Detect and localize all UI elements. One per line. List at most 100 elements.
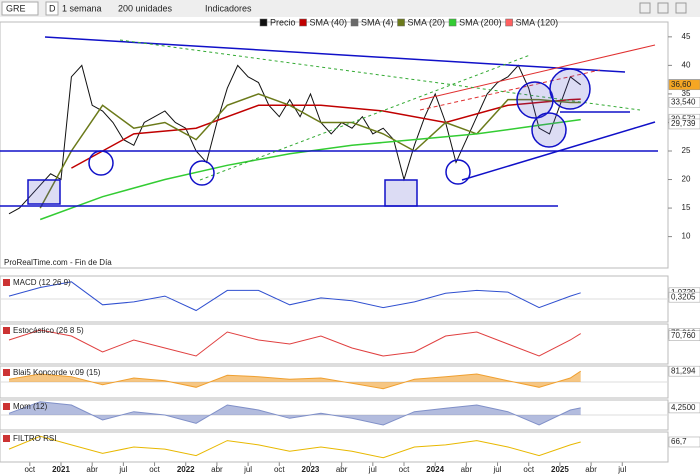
legend-swatch — [448, 18, 457, 27]
price-label-box — [668, 330, 700, 341]
ticker[interactable]: GRE — [6, 3, 26, 13]
panel-title: FILTRO RSI — [13, 434, 56, 443]
panel-title: MACD (12 26 9) — [13, 278, 71, 287]
x-tick-label: oct — [149, 465, 160, 474]
legend-label: SMA (200) — [459, 17, 502, 27]
period[interactable]: 1 semana — [62, 3, 102, 13]
circle-marker — [88, 150, 114, 176]
trendline — [419, 44, 656, 101]
price-label: 33,540 — [671, 97, 696, 106]
trendline — [199, 54, 531, 181]
price-label: 0,3205 — [671, 292, 696, 301]
trendline — [419, 69, 601, 111]
circle-marker — [445, 159, 471, 185]
price-label: 81,294 — [671, 366, 696, 375]
legend-swatch — [505, 18, 513, 27]
tool-icon[interactable] — [639, 2, 651, 14]
panel-title: Blai5 Koncorde v.09 (15) — [13, 368, 101, 377]
tool-icon[interactable] — [657, 2, 669, 14]
ticker-box[interactable] — [1, 1, 39, 16]
panel-title: Mom (12) — [13, 402, 48, 411]
annotations — [0, 36, 658, 207]
area — [9, 401, 581, 425]
series-line — [8, 401, 581, 426]
price-label-box — [668, 291, 700, 303]
circle-marker — [189, 160, 215, 186]
series-line — [8, 329, 581, 357]
x-tick-label: abr — [461, 465, 473, 474]
series-line — [39, 118, 581, 221]
y-tick-label: 15 — [682, 203, 691, 212]
panel-frame — [0, 323, 669, 365]
y-tick-label: 10 — [682, 232, 691, 241]
price-label: 29,739 — [671, 119, 696, 128]
price-label-box — [668, 402, 700, 414]
panel-icon — [3, 369, 10, 376]
x-tick-label: 2023 — [302, 465, 320, 474]
legend-swatch — [259, 18, 268, 27]
trendline — [44, 36, 626, 73]
price-label-box — [668, 365, 700, 377]
panel-icon — [3, 327, 10, 334]
source-label: ProRealTime.com - Fin de Día — [4, 258, 112, 267]
panel-icon — [3, 435, 10, 442]
x-tick-label: jul — [368, 465, 377, 474]
y-tick-label: 45 — [682, 32, 691, 41]
price-label-box — [668, 436, 700, 448]
legend-label: SMA (120) — [516, 17, 559, 27]
legend-swatch — [299, 18, 307, 27]
y-tick-label: 25 — [682, 146, 691, 155]
series-line — [8, 370, 581, 390]
y-tick-label: 20 — [682, 175, 691, 184]
circle-marker — [549, 68, 591, 110]
price-label: 36,60 — [671, 80, 692, 89]
x-tick-label: 2022 — [177, 465, 195, 474]
x-tick-label: 2021 — [52, 465, 70, 474]
indicators[interactable]: Indicadores — [205, 3, 252, 13]
circle-marker — [531, 112, 567, 148]
x-tick-label: oct — [24, 465, 35, 474]
x-tick-label: abr — [86, 465, 98, 474]
legend-label: SMA (20) — [408, 17, 446, 27]
legend-label: SMA (40) — [310, 17, 348, 27]
panel-frame — [0, 431, 669, 463]
trendline — [461, 121, 656, 181]
price-label: 70,760 — [671, 331, 696, 340]
price-label: 66,7 — [671, 437, 687, 446]
box-marker — [27, 179, 61, 205]
panel-icon — [3, 403, 10, 410]
area — [9, 371, 581, 389]
x-tick-label: oct — [399, 465, 410, 474]
toolbar — [0, 0, 700, 17]
legend-swatch — [350, 18, 359, 27]
tool-icon[interactable] — [675, 2, 687, 14]
x-tick-label: oct — [523, 465, 534, 474]
series-line — [8, 281, 581, 312]
x-tick-label: abr — [211, 465, 223, 474]
series-line — [71, 98, 581, 169]
mode-box[interactable] — [45, 1, 59, 16]
price-label-box — [668, 96, 700, 108]
x-tick-label: abr — [585, 465, 597, 474]
panel-frame — [0, 21, 669, 269]
x-tick-label: 2024 — [426, 465, 444, 474]
series-line — [39, 93, 581, 209]
panel-icon — [3, 279, 10, 286]
y-tick-label: 40 — [682, 60, 691, 69]
x-tick-label: jul — [493, 465, 502, 474]
x-tick-label: jul — [243, 465, 252, 474]
legend-label: SMA (4) — [361, 17, 394, 27]
units[interactable]: 200 unidades — [118, 3, 173, 13]
series-line — [8, 435, 581, 459]
box-marker — [384, 179, 418, 207]
y-tick-label: 35 — [682, 89, 691, 98]
x-tick-label: jul — [617, 465, 626, 474]
price-label: 4,2500 — [671, 403, 696, 412]
mode[interactable]: D — [49, 3, 56, 13]
x-tick-label: abr — [336, 465, 348, 474]
price-label-box — [668, 118, 700, 130]
legend-label: Precio — [270, 17, 296, 27]
x-tick-label: 2025 — [551, 465, 569, 474]
